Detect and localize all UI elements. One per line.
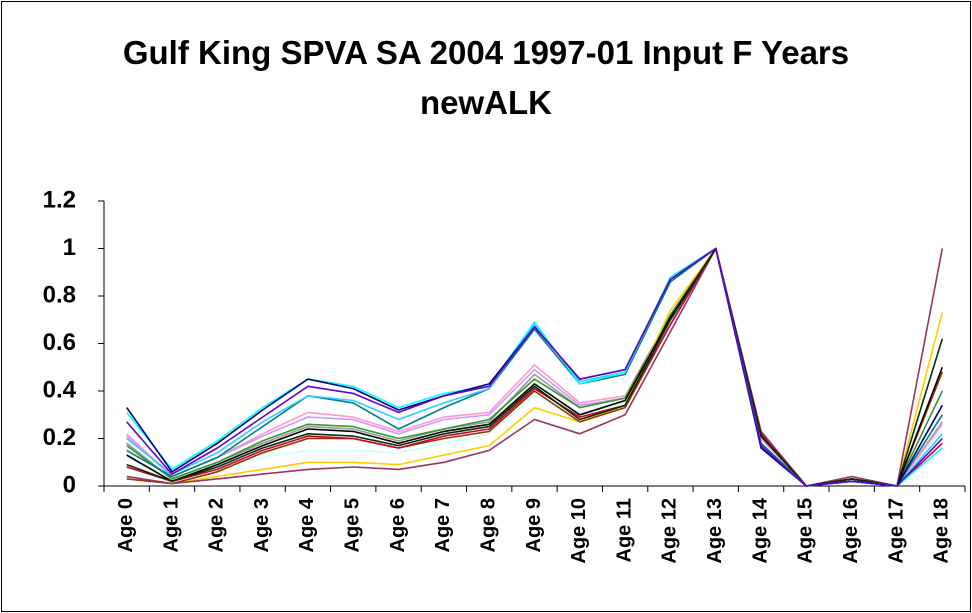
x-tick-label: Age 11	[613, 498, 635, 562]
x-tick-label: Age 9	[523, 498, 545, 552]
y-tick-label: 0.2	[43, 424, 76, 451]
x-tick-label: Age 8	[477, 498, 499, 552]
y-tick-label: 1	[63, 234, 76, 261]
x-tick-label: Age 1	[160, 498, 182, 552]
x-tick-label: Age 18	[931, 498, 953, 564]
x-tick-label: Age 4	[296, 497, 318, 552]
x-tick-label: Age 10	[568, 498, 590, 564]
y-tick-label: 0	[63, 471, 76, 498]
y-tick-label: 0.8	[43, 281, 76, 308]
x-tick-label: Age 6	[387, 498, 409, 552]
x-tick-label: Age 3	[251, 498, 273, 552]
series-line	[126, 247, 943, 487]
x-tick-label: Age 15	[795, 498, 817, 564]
chart-title: Gulf King SPVA SA 2004 1997-01 Input F Y…	[122, 34, 850, 121]
x-tick-label: Age 14	[749, 497, 771, 563]
x-tick-label: Age 13	[704, 498, 726, 564]
x-tick-label: Age 5	[342, 498, 364, 552]
x-tick-label: Age 12	[659, 498, 681, 564]
x-tick-label: Age 7	[432, 498, 454, 552]
x-tick-label: Age 17	[885, 498, 907, 564]
y-tick-label: 0.6	[43, 329, 76, 356]
x-tick-label: Age 16	[840, 498, 862, 564]
x-tick-label: Age 2	[206, 498, 228, 552]
y-tick-label: 1.2	[43, 186, 76, 213]
y-tick-label: 0.4	[43, 376, 77, 403]
x-tick-label: Age 0	[115, 498, 137, 552]
